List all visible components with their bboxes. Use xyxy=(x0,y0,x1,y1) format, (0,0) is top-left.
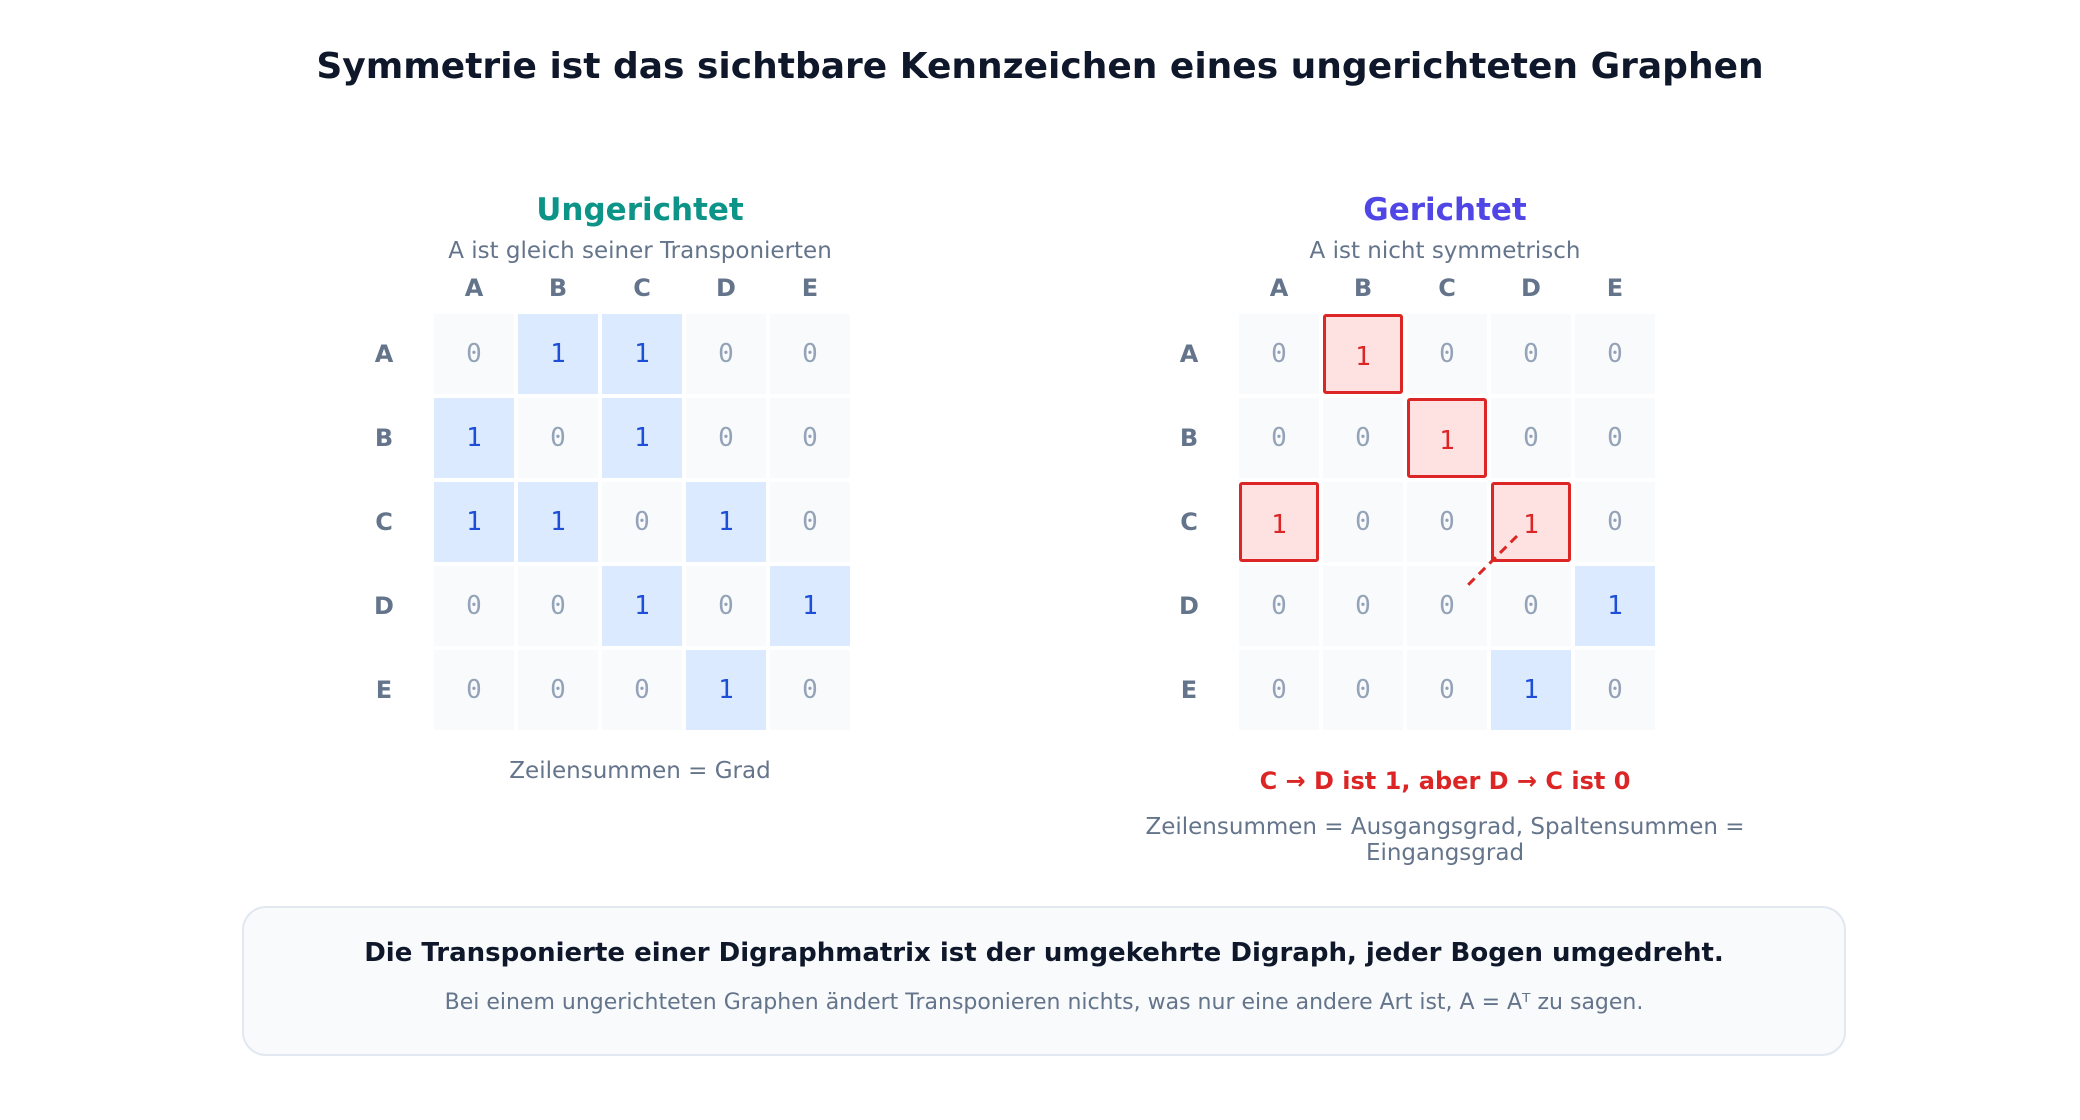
directed-row-header-e: E xyxy=(1180,676,1198,704)
undirected-cell-e-a: 0 xyxy=(434,650,514,730)
undirected-cell-c-a: 1 xyxy=(434,482,514,562)
directed-cell-d-b: 0 xyxy=(1323,566,1403,646)
undirected-cell-a-a: 0 xyxy=(434,314,514,394)
directed-cell-c-e: 0 xyxy=(1575,482,1655,562)
page-title: Symmetrie ist das sichtbare Kennzeichen … xyxy=(316,46,1764,87)
callout-main-text: Die Transponierte einer Digraphmatrix is… xyxy=(364,938,1724,968)
undirected-row-header-c: C xyxy=(375,508,393,536)
undirected-cell-c-e: 0 xyxy=(770,482,850,562)
asymmetry-warning: C → D ist 1, aber D → C ist 0 xyxy=(1259,767,1631,795)
undirected-col-header-e: E xyxy=(801,274,819,302)
directed-cell-c-d: 1 xyxy=(1491,482,1571,562)
directed-cell-b-d: 0 xyxy=(1491,398,1571,478)
undirected-cell-d-b: 0 xyxy=(518,566,598,646)
directed-cell-e-d: 1 xyxy=(1491,650,1571,730)
directed-col-header-e: E xyxy=(1606,274,1624,302)
undirected-cell-d-d: 0 xyxy=(686,566,766,646)
directed-title: Gerichtet xyxy=(1363,192,1527,228)
undirected-cell-a-d: 0 xyxy=(686,314,766,394)
undirected-col-header-d: D xyxy=(716,274,736,302)
undirected-cell-c-d: 1 xyxy=(686,482,766,562)
directed-cell-a-e: 0 xyxy=(1575,314,1655,394)
undirected-cell-e-c: 0 xyxy=(602,650,682,730)
undirected-row-header-d: D xyxy=(374,592,394,620)
directed-cell-d-e: 1 xyxy=(1575,566,1655,646)
undirected-row-header-a: A xyxy=(374,340,394,368)
undirected-cell-a-c: 1 xyxy=(602,314,682,394)
undirected-col-header-b: B xyxy=(548,274,568,302)
undirected-cell-b-e: 0 xyxy=(770,398,850,478)
undirected-subtitle: A ist gleich seiner Transponierten xyxy=(448,238,832,264)
undirected-cell-b-c: 1 xyxy=(602,398,682,478)
undirected-note: Zeilensummen = Grad xyxy=(509,758,771,784)
summary-callout: Die Transponierte einer Digraphmatrix is… xyxy=(242,906,1846,1056)
undirected-cell-e-e: 0 xyxy=(770,650,850,730)
directed-cell-b-c: 1 xyxy=(1407,398,1487,478)
undirected-cell-d-c: 1 xyxy=(602,566,682,646)
directed-cell-a-a: 0 xyxy=(1239,314,1319,394)
directed-cell-a-d: 0 xyxy=(1491,314,1571,394)
directed-row-header-b: B xyxy=(1179,424,1199,452)
directed-cell-b-b: 0 xyxy=(1323,398,1403,478)
undirected-col-header-a: A xyxy=(464,274,484,302)
directed-col-header-a: A xyxy=(1269,274,1289,302)
directed-cell-d-d: 0 xyxy=(1491,566,1571,646)
undirected-row-header-e: E xyxy=(375,676,393,704)
undirected-row-header-b: B xyxy=(374,424,394,452)
directed-cell-c-c: 0 xyxy=(1407,482,1487,562)
undirected-col-header-c: C xyxy=(633,274,651,302)
directed-cell-b-e: 0 xyxy=(1575,398,1655,478)
undirected-cell-d-a: 0 xyxy=(434,566,514,646)
directed-subtitle: A ist nicht symmetrisch xyxy=(1309,238,1581,264)
undirected-title: Ungerichtet xyxy=(536,192,744,228)
directed-col-header-c: C xyxy=(1438,274,1456,302)
undirected-cell-c-c: 0 xyxy=(602,482,682,562)
undirected-cell-c-b: 1 xyxy=(518,482,598,562)
callout-sub-text: Bei einem ungerichteten Graphen ändert T… xyxy=(444,990,1644,1015)
undirected-cell-e-b: 0 xyxy=(518,650,598,730)
directed-col-header-d: D xyxy=(1521,274,1541,302)
undirected-cell-b-b: 0 xyxy=(518,398,598,478)
directed-cell-c-b: 0 xyxy=(1323,482,1403,562)
directed-cell-a-b: 1 xyxy=(1323,314,1403,394)
directed-cell-d-c: 0 xyxy=(1407,566,1487,646)
directed-panel: Gerichtet A ist nicht symmetrisch A B C D E A… xyxy=(1125,188,1765,866)
directed-row-header-c: C xyxy=(1180,508,1198,536)
undirected-cell-d-e: 1 xyxy=(770,566,850,646)
directed-cell-e-e: 0 xyxy=(1575,650,1655,730)
directed-row-header-a: A xyxy=(1179,340,1199,368)
undirected-panel: Ungerichtet A ist gleich seiner Transpon… xyxy=(320,188,960,784)
directed-cell-a-c: 0 xyxy=(1407,314,1487,394)
directed-cell-e-a: 0 xyxy=(1239,650,1319,730)
undirected-cell-a-e: 0 xyxy=(770,314,850,394)
undirected-cell-b-d: 0 xyxy=(686,398,766,478)
undirected-cell-e-d: 1 xyxy=(686,650,766,730)
undirected-cell-b-a: 1 xyxy=(434,398,514,478)
directed-row-header-d: D xyxy=(1179,592,1199,620)
directed-cell-d-a: 0 xyxy=(1239,566,1319,646)
directed-cell-e-c: 0 xyxy=(1407,650,1487,730)
undirected-cell-a-b: 1 xyxy=(518,314,598,394)
directed-note: Zeilensummen = Ausgangsgrad, Spaltensumm… xyxy=(1145,814,1745,866)
directed-cell-c-a: 1 xyxy=(1239,482,1319,562)
directed-cell-e-b: 0 xyxy=(1323,650,1403,730)
directed-col-header-b: B xyxy=(1353,274,1373,302)
directed-cell-b-a: 0 xyxy=(1239,398,1319,478)
